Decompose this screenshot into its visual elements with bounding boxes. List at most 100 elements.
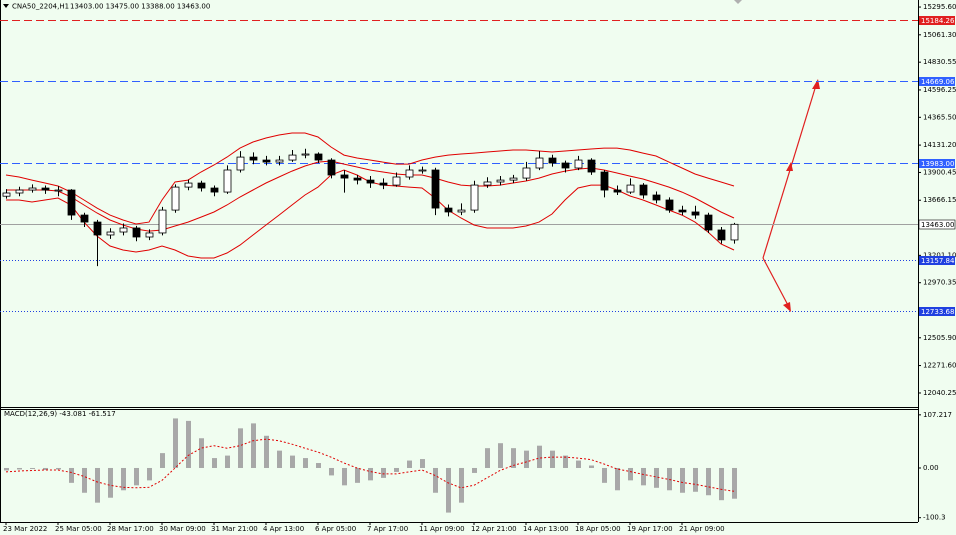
x-tick-label: 18 Apr 05:00 (575, 525, 621, 533)
candle-body (54, 189, 63, 192)
x-tick-label: 19 Apr 17:00 (627, 525, 673, 533)
level-label-box (919, 256, 955, 265)
arrow-head (783, 302, 791, 312)
candle-body (444, 207, 453, 213)
candle-body (379, 182, 388, 186)
y-tick-label: 107.217 (923, 411, 952, 419)
level-label: 13983.00 (921, 160, 954, 168)
y-tick-label: 14596.25 (923, 86, 956, 94)
y-tick-label: 12271.60 (923, 362, 956, 370)
macd-bar (30, 467, 35, 469)
candle-body (366, 179, 375, 184)
macd-bar (459, 467, 464, 503)
candle-body (717, 229, 726, 241)
candle-body (483, 181, 492, 186)
macd-bar (550, 450, 555, 468)
macd-bar (511, 448, 516, 468)
bollinger-middle (6, 160, 735, 232)
candle-body (691, 211, 700, 216)
macd-bar (186, 420, 191, 468)
macd-bar (82, 467, 87, 493)
candle-body (561, 162, 570, 169)
y-tick-label: 14365.50 (923, 113, 956, 121)
macd-bar (524, 450, 529, 468)
candle-body (535, 157, 544, 169)
x-tick-label: 31 Mar 21:00 (211, 525, 258, 533)
macd-bar (537, 445, 542, 468)
macd-bar (238, 428, 243, 468)
candle-body (548, 157, 557, 164)
candle-body (600, 171, 609, 191)
macd-bar (316, 463, 321, 468)
macd-bar (472, 467, 477, 473)
candle-body (626, 184, 635, 193)
y-tick-label: 12040.25 (923, 389, 956, 397)
candle-body (41, 187, 50, 191)
x-tick-label: 12 Apr 21:00 (471, 525, 517, 533)
macd-bar (17, 467, 22, 470)
candle-body (184, 182, 193, 188)
candle-body (652, 194, 661, 201)
macd-bar (342, 467, 347, 486)
x-tick-label: 30 Mar 09:00 (159, 525, 206, 533)
macd-bar (732, 467, 737, 499)
macd-bar (615, 467, 620, 491)
level-label-box (919, 307, 955, 316)
y-tick-label: 15061.30 (923, 31, 956, 39)
macd-bar (56, 467, 61, 470)
macd-bar (602, 467, 607, 483)
candle-body (119, 227, 128, 233)
y-tick-label: 14830.55 (923, 58, 956, 66)
y-tick-label: 13666.15 (923, 196, 956, 204)
candle-body (587, 159, 596, 173)
macd-bar (719, 467, 724, 501)
macd-bar (264, 435, 269, 468)
shift-marker (734, 0, 742, 4)
candle-body (93, 221, 102, 236)
macd-bar (303, 458, 308, 468)
candle-body (509, 177, 518, 181)
candle-body (730, 223, 739, 241)
macd-bar (160, 453, 165, 468)
level-label: 13463.00 (921, 221, 954, 229)
level-label: 13157.84 (921, 257, 955, 265)
level-label-box (919, 16, 955, 25)
bollinger-upper (5, 132, 735, 225)
level-label-box (918, 219, 956, 230)
macd-bar (199, 438, 204, 468)
candle-body (353, 177, 362, 181)
candle-body (145, 232, 154, 238)
y-tick-label: 13201.10 (923, 251, 956, 259)
macd-bar (290, 455, 295, 468)
candle-body (522, 167, 531, 179)
x-tick-label: 4 Apr 13:00 (263, 525, 304, 533)
macd-bar (498, 443, 503, 468)
candle-body (340, 174, 349, 179)
macd-bar (394, 467, 399, 472)
level-label: 15184.26 (921, 17, 955, 25)
y-tick-label: 13900.45 (923, 168, 956, 176)
macd-bar (251, 423, 256, 468)
macd-bar (4, 467, 9, 471)
candle-body (197, 182, 206, 189)
macd-bar (277, 450, 282, 468)
ohlc-label: 13403.00 13475.00 13388.00 13463.00 (70, 3, 210, 11)
arrow-down (762, 257, 791, 310)
candle-body (158, 209, 167, 234)
candle-body (496, 179, 505, 183)
candle-body (405, 169, 414, 178)
x-tick-label: 21 Apr 09:00 (679, 525, 725, 533)
candle-body (314, 153, 323, 161)
macd-bar (134, 467, 139, 486)
macd-bar (433, 467, 438, 493)
y-tick-label: 12505.90 (923, 334, 956, 342)
y-tick-label: -100.3 (923, 514, 946, 522)
x-tick-label: 28 Mar 17:00 (107, 525, 154, 533)
level-label: 12733.68 (921, 308, 954, 316)
arrow-head (786, 162, 793, 171)
candle-body (678, 209, 687, 213)
y-tick-label: 12970.35 (923, 279, 956, 287)
candle-body (275, 159, 284, 163)
